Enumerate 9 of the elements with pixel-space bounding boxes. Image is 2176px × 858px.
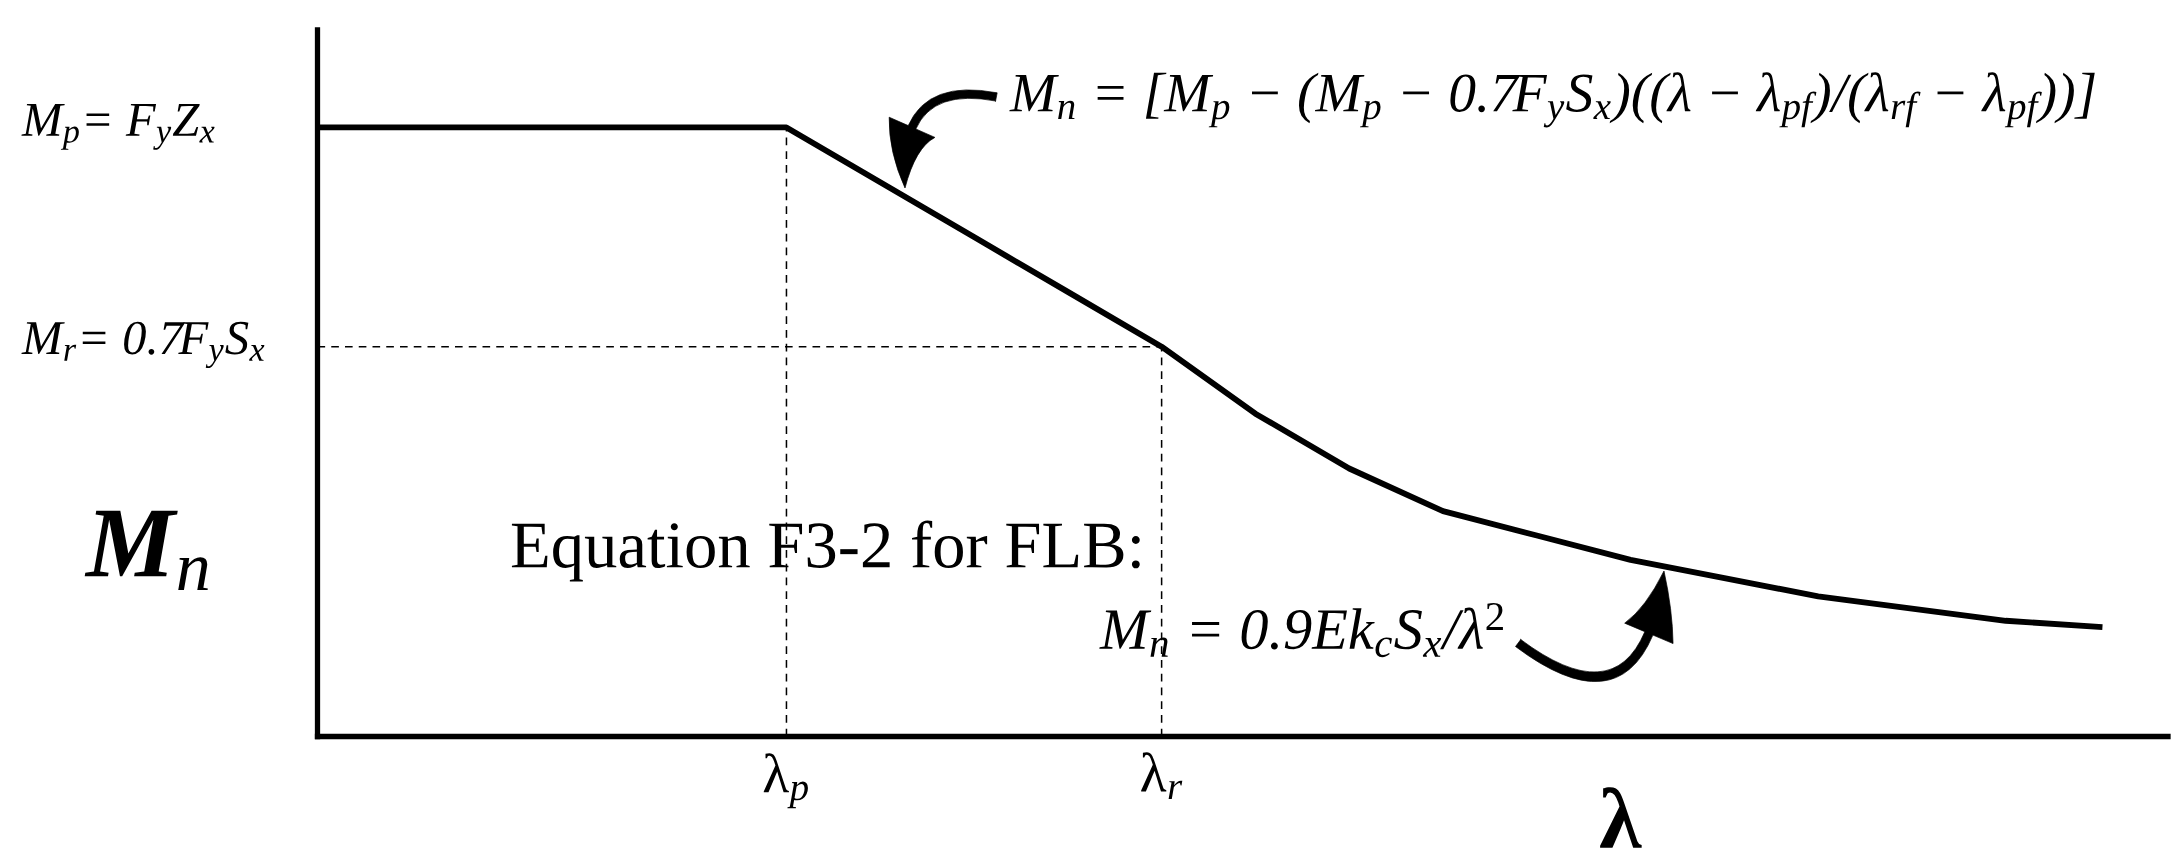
annotation: Equation F3-2 for FLB: — [511, 520, 1140, 582]
annotation: M$_{n}$ = 0.9Ek$_{c}$S$_{x}$/λ$^{2}$ — [1099, 602, 1503, 658]
x-tick-label: λ$_{r}$ — [1141, 752, 1183, 800]
x-axis-title: λ — [1600, 787, 1642, 848]
text: M$_{r}$= 0.7F$_{y}$S$_{x}$ — [21, 321, 265, 369]
x-tick-label: λ$_{p}$ — [763, 753, 808, 809]
text: M$_{n}$ = [M$_{p}$ − (M$_{p}$ − 0.7F$_{y}$S$_{x}$)((λ − λ$_{pf}$)/(λ$_{rf}$ − λ$_{pf}$))] — [1009, 72, 2095, 128]
text: M$_{p}$= F$_{y}$Z$_{x}$ — [21, 103, 215, 150]
y-axis-title: M$_{n}$ — [84, 510, 208, 591]
